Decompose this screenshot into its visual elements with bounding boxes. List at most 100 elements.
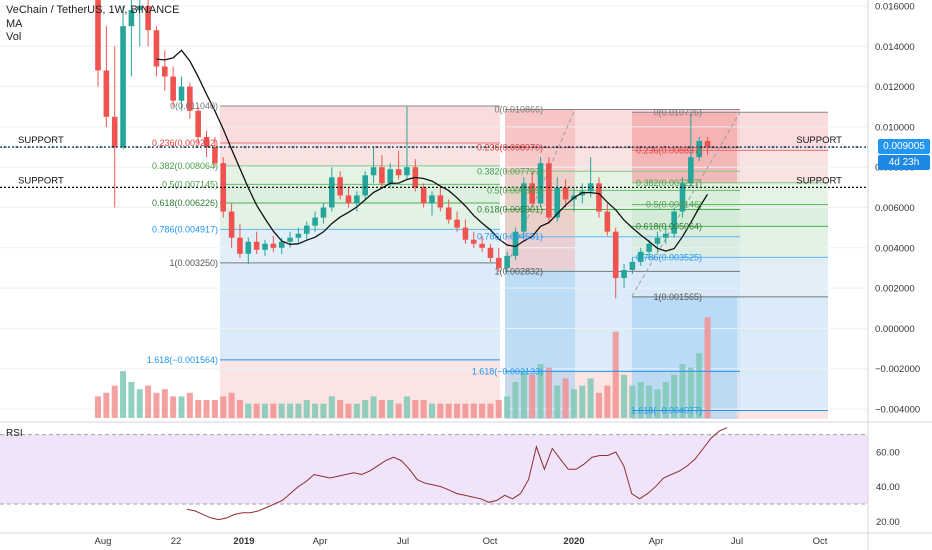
fib-level-label: 0.382(0.007797) <box>477 166 543 176</box>
candle-body <box>162 66 168 77</box>
volume-bar <box>395 403 402 418</box>
candle-body <box>128 10 135 27</box>
volume-bar <box>679 364 686 418</box>
volume-bar <box>353 403 360 418</box>
candle-body <box>679 183 686 212</box>
candle-body <box>646 243 652 252</box>
fib-level-label: 0.236(0.008837) <box>636 145 702 155</box>
volume-bar <box>278 403 285 418</box>
support-label: SUPPORT <box>796 135 842 146</box>
candle-body <box>696 141 702 158</box>
candle-body <box>262 243 268 250</box>
time-tick-label: Jul <box>731 536 743 547</box>
time-tick-label: Oct <box>813 536 828 547</box>
candle-body <box>329 177 335 208</box>
candle-body <box>621 269 627 279</box>
volume-bar <box>203 400 210 418</box>
rsi-tick-label: 60.00 <box>876 448 900 459</box>
volume-bar <box>454 403 461 418</box>
support-label: SUPPORT <box>18 175 64 186</box>
volume-bar <box>287 403 294 418</box>
rsi-line <box>186 427 728 521</box>
vol-legend: Vol <box>6 31 22 43</box>
candle-body <box>370 167 377 176</box>
fib-level-label: 0(0.010726) <box>653 107 702 117</box>
volume-bar <box>696 353 703 418</box>
volume-bar <box>245 403 252 418</box>
volume-bar <box>596 392 602 418</box>
time-tick-label: 2019 <box>233 536 254 547</box>
candle-body <box>395 169 402 176</box>
time-tick-label: Apr <box>649 536 664 547</box>
fib-zone <box>220 105 500 143</box>
fib-level-label: 0.236(0.008970) <box>477 143 543 153</box>
candle-body <box>671 211 677 234</box>
volume-bar <box>671 374 678 418</box>
price-tick-label: 0.014000 <box>875 42 915 53</box>
candle-body <box>111 116 118 148</box>
candle-body <box>312 217 318 226</box>
volume-bar <box>579 385 586 418</box>
fib-level-label: 1(0.003250) <box>169 258 218 268</box>
candle-body <box>629 261 636 270</box>
fib-zone <box>220 229 500 263</box>
candle-body <box>295 233 302 238</box>
fib-level-label: 0.382(0.007227) <box>636 178 702 188</box>
fib-zone-ext-blue <box>220 262 500 360</box>
volume-bar <box>161 389 168 418</box>
time-tick-label: 2020 <box>563 536 584 547</box>
candle-body <box>479 243 485 248</box>
volume-bar <box>153 392 160 418</box>
ma-legend: MA <box>6 18 23 30</box>
volume-bar <box>220 396 227 418</box>
volume-bar <box>554 385 561 418</box>
volume-bar <box>170 396 177 418</box>
fib-level-label: 1(0.001565) <box>653 292 702 302</box>
fib-level-label: 0.618(0.005901) <box>477 204 543 214</box>
current-price-badge: 0.009005 <box>878 139 930 154</box>
fib-level-label: 0.618(0.006226) <box>152 198 218 208</box>
volume-bar <box>178 396 185 418</box>
volume-bar <box>412 400 419 418</box>
candle-body <box>612 231 619 279</box>
candle-body <box>704 141 711 148</box>
fib-level-label: 0.236(0.009202) <box>152 138 218 148</box>
candle-body <box>454 219 460 228</box>
price-tick-label: −0.002000 <box>875 364 920 375</box>
rsi-pane <box>0 421 932 521</box>
support-label: SUPPORT <box>18 135 64 146</box>
fib-level-label: 1.618(−0.004077) <box>631 406 702 416</box>
fib-level-label: 1.618(−0.001564) <box>147 355 218 365</box>
volume-bar <box>345 403 352 418</box>
volume-bar <box>495 400 502 418</box>
fib-zone <box>632 112 828 151</box>
volume-bar <box>537 364 544 418</box>
volume-bar <box>236 400 243 418</box>
candle-body <box>170 76 176 101</box>
rsi-band <box>0 434 868 504</box>
fib-zone <box>632 257 828 297</box>
candle-body <box>387 169 394 184</box>
volume-bar <box>120 371 127 418</box>
rsi-label: RSI <box>6 428 23 439</box>
fib-level-label: 0(0.010866) <box>494 104 543 114</box>
volume-bar <box>429 403 435 418</box>
volume-bar <box>504 396 511 418</box>
candle-body <box>228 211 235 238</box>
time-tick-label: Apr <box>313 536 328 547</box>
candle-body <box>212 147 218 164</box>
volume-bar <box>520 371 527 418</box>
volume-bar <box>262 403 268 418</box>
fib-zone <box>220 142 500 166</box>
volume-bar <box>145 385 152 418</box>
candle-body <box>379 167 385 184</box>
fib-level-label: 0.382(0.008064) <box>152 161 218 171</box>
price-tick-label: 0.004000 <box>875 243 915 254</box>
volume-bar <box>570 389 577 418</box>
candle-body <box>303 225 310 234</box>
volume-bar <box>545 367 552 418</box>
candle-body <box>178 86 185 101</box>
time-tick-label: Jul <box>397 536 409 547</box>
price-tick-label: 0.002000 <box>875 284 915 295</box>
